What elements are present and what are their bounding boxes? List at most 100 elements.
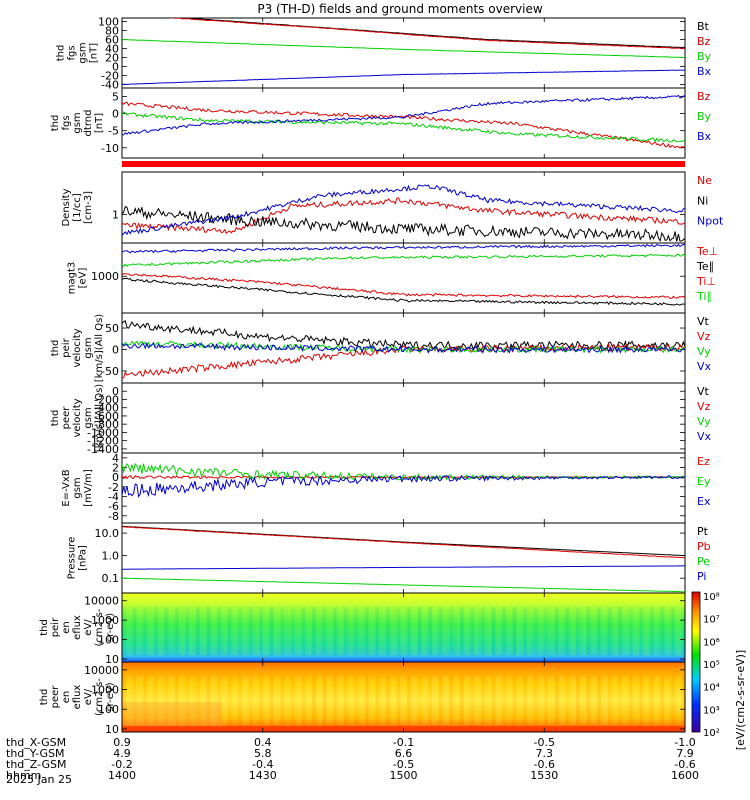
legend-Vx: Vx [697, 430, 712, 443]
y-tick-label: -6 [108, 500, 119, 513]
y-tick-label: -1000 [87, 426, 119, 439]
panel-frame [121, 452, 686, 524]
y-tick-label: 100 [98, 16, 119, 29]
colorbar-tick: 10⁶ [703, 637, 720, 648]
time-axis-row-label: hhmm [6, 769, 41, 782]
time-axis-value: 0.9 [113, 736, 131, 749]
y-tick-label: -600 [94, 410, 119, 423]
y-axis-label: (cm2-s- [94, 608, 105, 646]
y-axis-label: peer [50, 685, 61, 709]
y-tick-label: 1.0 [102, 550, 120, 563]
series-line-Bx [122, 69, 685, 85]
series-line-By [122, 111, 685, 143]
legend-Te∥: Te∥ [696, 260, 714, 273]
panel-frame [121, 522, 686, 594]
time-axis-row-label: thd_X-GSM [6, 736, 66, 749]
series-line-Pt [122, 525, 685, 557]
colorbar-tick: 10⁸ [703, 592, 720, 603]
y-axis-label: gsm [72, 112, 83, 133]
y-axis-label: velocity [72, 328, 83, 367]
y-tick-label: 4 [112, 452, 119, 465]
time-axis-value: 1400 [108, 769, 136, 782]
series-line-Ni [122, 205, 685, 243]
y-axis-label: eflux [72, 615, 83, 640]
y-tick-label: 10000 [84, 664, 119, 677]
y-axis-label: sr-eV) [105, 613, 116, 642]
time-axis-value: -0.2 [111, 758, 132, 771]
y-axis-label: gsm [78, 42, 89, 63]
time-axis-value: 1500 [390, 769, 418, 782]
y-tick-label: 100 [98, 634, 119, 647]
y-axis-label: [mV/m] [83, 469, 94, 507]
legend-Bt: Bt [697, 20, 710, 33]
legend-Pi: Pi [697, 570, 706, 583]
y-tick-label: -4 [108, 490, 119, 503]
y-axis-label: (cm2-s- [94, 678, 105, 716]
series-line-Vx [122, 341, 685, 354]
time-axis-value: -0.6 [674, 758, 695, 771]
colorbar-ticks: 10⁸ 10⁷ 10⁶ 10⁵ 10⁴ 10³ 10² [703, 592, 720, 739]
y-tick-label: 10 [105, 723, 119, 736]
y-tick-label: -40 [101, 78, 119, 91]
time-axis-value: 1430 [249, 769, 277, 782]
time-axis-value: 0.4 [254, 736, 272, 749]
y-tick-label: 5 [112, 91, 119, 104]
colorbar-tick: 10² [703, 728, 720, 739]
y-tick-label: 0 [112, 344, 119, 357]
y-axis-label: peir [61, 337, 72, 357]
y-tick-label: 50 [105, 322, 119, 335]
legend-Vy: Vy [697, 415, 711, 428]
y-tick-label: -2 [108, 481, 119, 494]
spectrogram-ion [122, 593, 685, 662]
series-line-Pi [122, 565, 685, 570]
y-axis-label: sr-eV) [105, 682, 116, 711]
y-axis-label: magt3 [67, 262, 78, 295]
series-line-Ti⊥ [122, 273, 685, 299]
y-tick-label: -1200 [87, 435, 119, 448]
time-axis-value: -0.5 [393, 758, 414, 771]
time-axis-value: 7.9 [676, 747, 694, 760]
y-tick-label: 0 [112, 60, 119, 73]
y-axis-label: velocity [72, 398, 83, 437]
legend-Vx: Vx [697, 360, 712, 373]
y-axis-label: gsm [72, 477, 83, 498]
y-tick-label: 1000 [91, 270, 119, 283]
y-tick-label: -5 [108, 125, 119, 138]
y-tick-label: 0 [112, 108, 119, 121]
time-axis-value: 5.8 [254, 747, 272, 760]
y-axis-label: [1/cc] [72, 193, 83, 222]
series-line-By [122, 39, 685, 58]
y-tick-label: -400 [94, 402, 119, 415]
red-separator-bar [122, 161, 685, 167]
y-axis-label: thd [39, 619, 50, 636]
panel-frame [121, 17, 686, 89]
series-line-Ne [122, 197, 685, 235]
y-tick-label: 80 [105, 25, 119, 38]
colorbar: 10⁸ 10⁷ 10⁶ 10⁵ 10⁴ 10³ 10² [eV/(cm2-s-sr-eV)] [691, 591, 747, 750]
spectrogram-texture [122, 606, 685, 656]
legend-Bx: Bx [697, 130, 712, 143]
y-axis-label: E=-VxB [61, 469, 72, 506]
y-axis-label: peir [50, 617, 61, 637]
colorbar-tick: 10³ [703, 705, 720, 716]
y-axis-label: [eV] [78, 268, 89, 289]
series-line-Bz [122, 101, 685, 149]
y-tick-label: 20 [105, 51, 119, 64]
series-line-Npot [122, 184, 685, 236]
y-axis-label: en [61, 691, 72, 704]
y-axis-label: thd [39, 689, 50, 706]
legend-Ex: Ex [697, 495, 711, 508]
panels-group: 100806040200-20-4050-5-1011000500-500-20… [84, 16, 686, 736]
series-line-Te∥ [122, 277, 685, 306]
time-axis-row-label: thd_Z-GSM [6, 758, 66, 771]
legend-Ez: Ez [697, 455, 710, 468]
y-tick-label: 0 [112, 471, 119, 484]
y-tick-label: 1000 [91, 614, 119, 627]
legend-Vt: Vt [697, 315, 710, 328]
spectrogram-electron [122, 662, 685, 732]
legend-Ne: Ne [697, 174, 712, 187]
colorbar-gradient [691, 591, 701, 733]
time-axis-value: -0.1 [393, 736, 414, 749]
colorbar-tick: 10⁷ [703, 615, 720, 626]
